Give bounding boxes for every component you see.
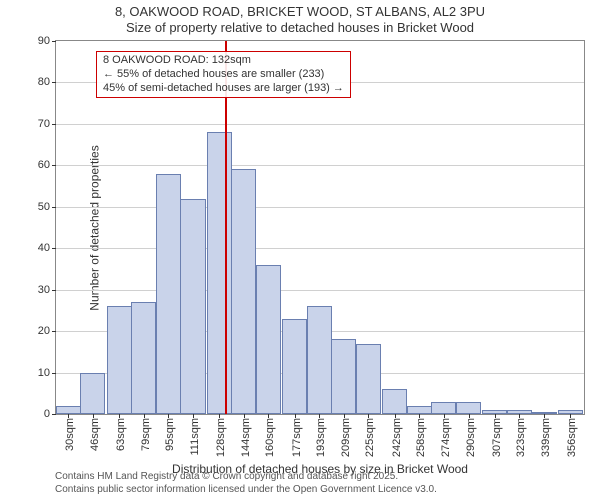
bar [56,406,81,414]
bar [180,199,205,415]
bar [331,339,356,414]
bar [156,174,181,414]
bar [407,406,432,414]
x-tick-label: 307sqm [491,418,503,457]
x-tick-label: 111sqm [189,418,201,456]
y-tick: 60 [38,159,56,171]
x-tick-label: 30sqm [64,418,76,451]
x-tick-label: 274sqm [440,418,452,457]
bar [431,402,456,414]
x-tick-label: 95sqm [164,418,176,451]
x-tick-label: 46sqm [89,418,101,451]
x-tick-label: 193sqm [315,418,327,457]
x-tick-label: 144sqm [240,418,252,457]
y-tick: 40 [38,242,56,254]
x-tick-label: 177sqm [291,418,303,457]
y-tick: 90 [38,35,56,47]
x-tick-label: 339sqm [540,418,552,457]
page-title-line2: Size of property relative to detached ho… [0,20,600,35]
y-tick: 30 [38,284,56,296]
chart-root: 8, OAKWOOD ROAD, BRICKET WOOD, ST ALBANS… [0,0,600,500]
x-tick-label: 290sqm [465,418,477,457]
y-tick: 70 [38,118,56,130]
x-tick-label: 356sqm [566,418,578,457]
x-tick-label: 225sqm [364,418,376,457]
y-tick: 0 [44,408,56,420]
bar [307,306,332,414]
x-tick-label: 323sqm [515,418,527,457]
bar [80,373,105,414]
y-tick: 20 [38,325,56,337]
x-tick-label: 79sqm [140,418,152,451]
x-tick-label: 128sqm [215,418,227,457]
annotation-line2: ← 55% of detached houses are smaller (23… [103,68,344,82]
x-tick-label: 209sqm [340,418,352,457]
credit-line2: Contains public sector information licen… [55,484,437,497]
x-tick-label: 63sqm [115,418,127,451]
bar [131,302,156,414]
credit-block: Contains HM Land Registry data © Crown c… [55,471,437,496]
bar [382,389,407,414]
credit-line1: Contains HM Land Registry data © Crown c… [55,471,437,484]
bar [207,132,232,414]
x-tick-label: 258sqm [415,418,427,457]
y-tick: 80 [38,76,56,88]
bar [231,169,256,414]
bar [107,306,132,414]
y-tick: 10 [38,367,56,379]
annotation-line1: 8 OAKWOOD ROAD: 132sqm [103,54,344,68]
bar [356,344,381,414]
y-tick: 50 [38,201,56,213]
bar [282,319,307,414]
x-tick-label: 160sqm [264,418,276,457]
x-tick-label: 242sqm [391,418,403,457]
annotation-line3: 45% of semi-detached houses are larger (… [103,82,344,96]
bar [256,265,281,414]
bar [456,402,481,414]
plot-area: Number of detached properties Distributi… [55,40,585,415]
page-title-line1: 8, OAKWOOD ROAD, BRICKET WOOD, ST ALBANS… [0,4,600,19]
annotation-box: 8 OAKWOOD ROAD: 132sqm ← 55% of detached… [96,51,351,98]
